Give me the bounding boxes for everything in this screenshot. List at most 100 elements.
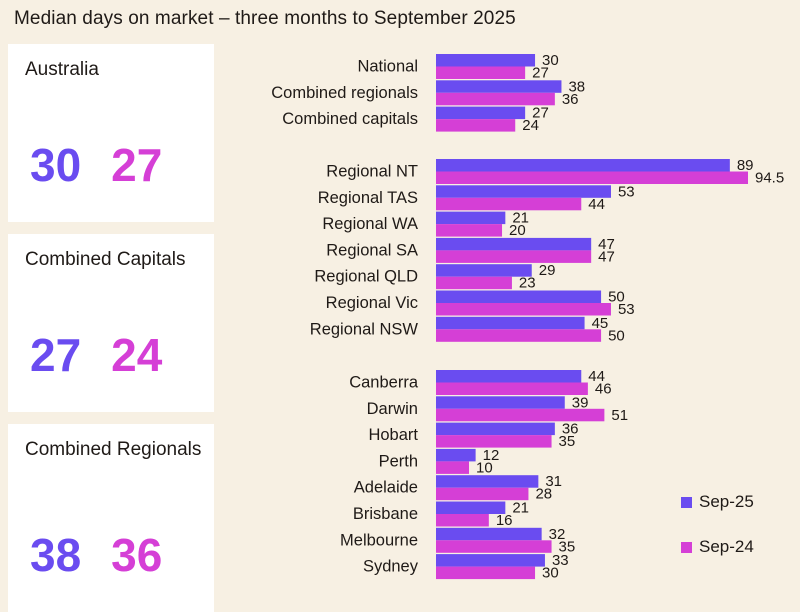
card-value-sep24: 24 [111, 329, 163, 381]
value-label-sep24-combined-capitals: 24 [522, 117, 539, 134]
card-label: Combined Capitals [25, 249, 186, 270]
value-label-sep24-regional-sa: 47 [598, 248, 615, 265]
bar-sep24-national [436, 66, 526, 79]
bar-sep25-sydney [436, 554, 545, 567]
value-label-sep24-regional-nsw: 50 [608, 327, 625, 344]
value-label-sep24-sydney: 30 [542, 565, 559, 582]
bar-sep24-brisbane [436, 514, 489, 527]
bar-sep25-combined-regionals [436, 80, 562, 93]
card-value-sep25: 30 [30, 139, 82, 191]
bar-sep24-perth [436, 461, 470, 474]
value-label-sep24-regional-qld: 23 [519, 275, 536, 292]
value-label-sep24-adelaide: 28 [535, 486, 552, 503]
legend-swatch-sep24 [681, 541, 692, 553]
card-combined-regionals: Combined Regionals 38 36 [8, 424, 214, 612]
value-label-sep24-regional-tas: 44 [588, 196, 605, 213]
card-australia: Australia 30 27 [8, 44, 214, 222]
value-label-sep24-regional-vic: 53 [618, 301, 635, 318]
category-label-regional-nsw: Regional NSW [310, 320, 419, 338]
bar-sep24-hobart [436, 435, 552, 448]
card-values: 38 36 [30, 532, 162, 578]
bar-sep24-darwin [436, 408, 605, 422]
value-label-sep25-adelaide: 31 [545, 473, 562, 490]
value-label-sep25-regional-qld: 29 [539, 262, 556, 279]
value-label-sep24-perth: 10 [476, 459, 493, 476]
bar-sep24-sydney [436, 566, 536, 580]
bar-sep24-regional-sa [436, 250, 592, 263]
value-label-sep24-regional-nt: 94.5 [755, 170, 784, 187]
legend-label: Sep-25 [699, 492, 754, 511]
value-label-sep25-combined-regionals: 38 [568, 78, 585, 95]
value-label-sep25-regional-nt: 89 [737, 157, 754, 174]
value-label-sep25-brisbane: 21 [512, 500, 529, 517]
bar-sep24-regional-nt [436, 171, 748, 184]
value-label-sep25-canberra: 44 [588, 368, 605, 385]
category-label-brisbane: Brisbane [353, 505, 418, 523]
category-label-canberra: Canberra [349, 374, 419, 392]
bar-sep25-regional-wa [436, 211, 506, 225]
bar-sep24-canberra [436, 382, 588, 395]
bar-sep24-adelaide [436, 487, 529, 501]
bar-sep25-darwin [436, 396, 565, 409]
bar-sep25-regional-nt [436, 159, 730, 172]
bar-sep24-regional-qld [436, 276, 512, 290]
value-label-sep25-regional-wa: 21 [512, 210, 529, 227]
category-label-national: National [357, 58, 418, 76]
value-label-sep25-regional-vic: 50 [608, 289, 625, 306]
value-label-sep24-hobart: 35 [559, 433, 576, 450]
bar-sep25-canberra [436, 370, 582, 383]
value-label-sep25-darwin: 39 [572, 394, 589, 411]
bar-sep24-regional-wa [436, 224, 503, 237]
bar-sep24-regional-vic [436, 303, 611, 316]
value-label-sep25-combined-capitals: 27 [532, 105, 549, 122]
value-label-sep25-regional-nsw: 45 [592, 315, 609, 332]
card-label: Combined Regionals [25, 439, 202, 460]
category-label-darwin: Darwin [367, 400, 418, 418]
bar-sep24-combined-capitals [436, 119, 516, 132]
category-label-regional-vic: Regional Vic [326, 294, 418, 312]
legend-swatch-sep25 [681, 496, 692, 508]
bar-sep25-combined-capitals [436, 106, 526, 120]
bar-sep25-perth [436, 448, 476, 462]
card-combined-capitals: Combined Capitals 27 24 [8, 234, 214, 412]
value-label-sep25-regional-tas: 53 [618, 183, 635, 200]
category-label-regional-nt: Regional NT [326, 163, 418, 181]
card-value-sep24: 36 [111, 529, 163, 581]
bar-sep24-combined-regionals [436, 92, 555, 106]
bar-sep25-regional-vic [436, 290, 602, 303]
value-label-sep25-perth: 12 [483, 447, 500, 464]
category-label-regional-tas: Regional TAS [318, 189, 418, 207]
card-value-sep24: 27 [111, 139, 163, 191]
card-value-sep25: 27 [30, 329, 82, 381]
legend-item-sep25: Sep-25 [681, 492, 754, 512]
category-label-perth: Perth [379, 452, 418, 470]
bar-sep25-melbourne [436, 527, 542, 541]
category-label-regional-sa: Regional SA [326, 241, 418, 259]
value-label-sep24-regional-wa: 20 [509, 222, 526, 239]
legend-label: Sep-24 [699, 537, 754, 556]
card-label: Australia [25, 59, 99, 80]
bar-sep25-regional-nsw [436, 316, 585, 330]
value-label-sep24-darwin: 51 [611, 407, 628, 424]
card-value-sep25: 38 [30, 529, 82, 581]
bar-sep25-hobart [436, 422, 555, 436]
category-label-combined-capitals: Combined capitals [282, 110, 418, 128]
bar-sep24-regional-nsw [436, 329, 602, 342]
bar-sep25-regional-sa [436, 237, 592, 251]
bar-sep24-melbourne [436, 540, 552, 553]
card-values: 27 24 [30, 332, 162, 378]
value-label-sep24-melbourne: 35 [559, 538, 576, 555]
category-label-sydney: Sydney [363, 558, 419, 576]
value-label-sep24-brisbane: 16 [496, 512, 513, 529]
value-label-sep24-combined-regionals: 36 [562, 91, 579, 108]
value-label-sep25-national: 30 [542, 52, 559, 69]
category-label-regional-wa: Regional WA [322, 215, 418, 233]
bar-sep24-regional-tas [436, 197, 582, 211]
bar-sep25-national [436, 54, 536, 67]
category-label-adelaide: Adelaide [354, 479, 418, 497]
card-values: 30 27 [30, 142, 162, 188]
bar-sep25-adelaide [436, 475, 539, 488]
bar-sep25-brisbane [436, 501, 506, 514]
value-label-sep24-national: 27 [532, 65, 549, 82]
